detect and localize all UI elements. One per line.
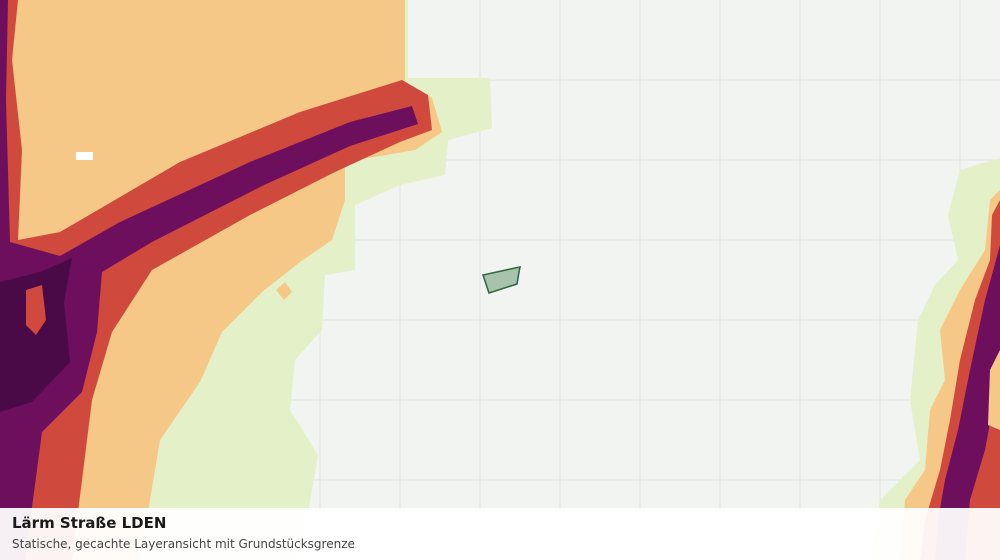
caption-bar: Lärm Straße LDEN Statische, gecachte Lay… bbox=[0, 508, 1000, 560]
layer-title: Lärm Straße LDEN bbox=[12, 514, 167, 532]
layer-subtitle: Statische, gecachte Layeransicht mit Gru… bbox=[12, 537, 355, 551]
noise-zones-left bbox=[0, 0, 492, 560]
parcel-boundary[interactable] bbox=[481, 265, 522, 295]
noise-zones-right bbox=[870, 158, 1000, 560]
